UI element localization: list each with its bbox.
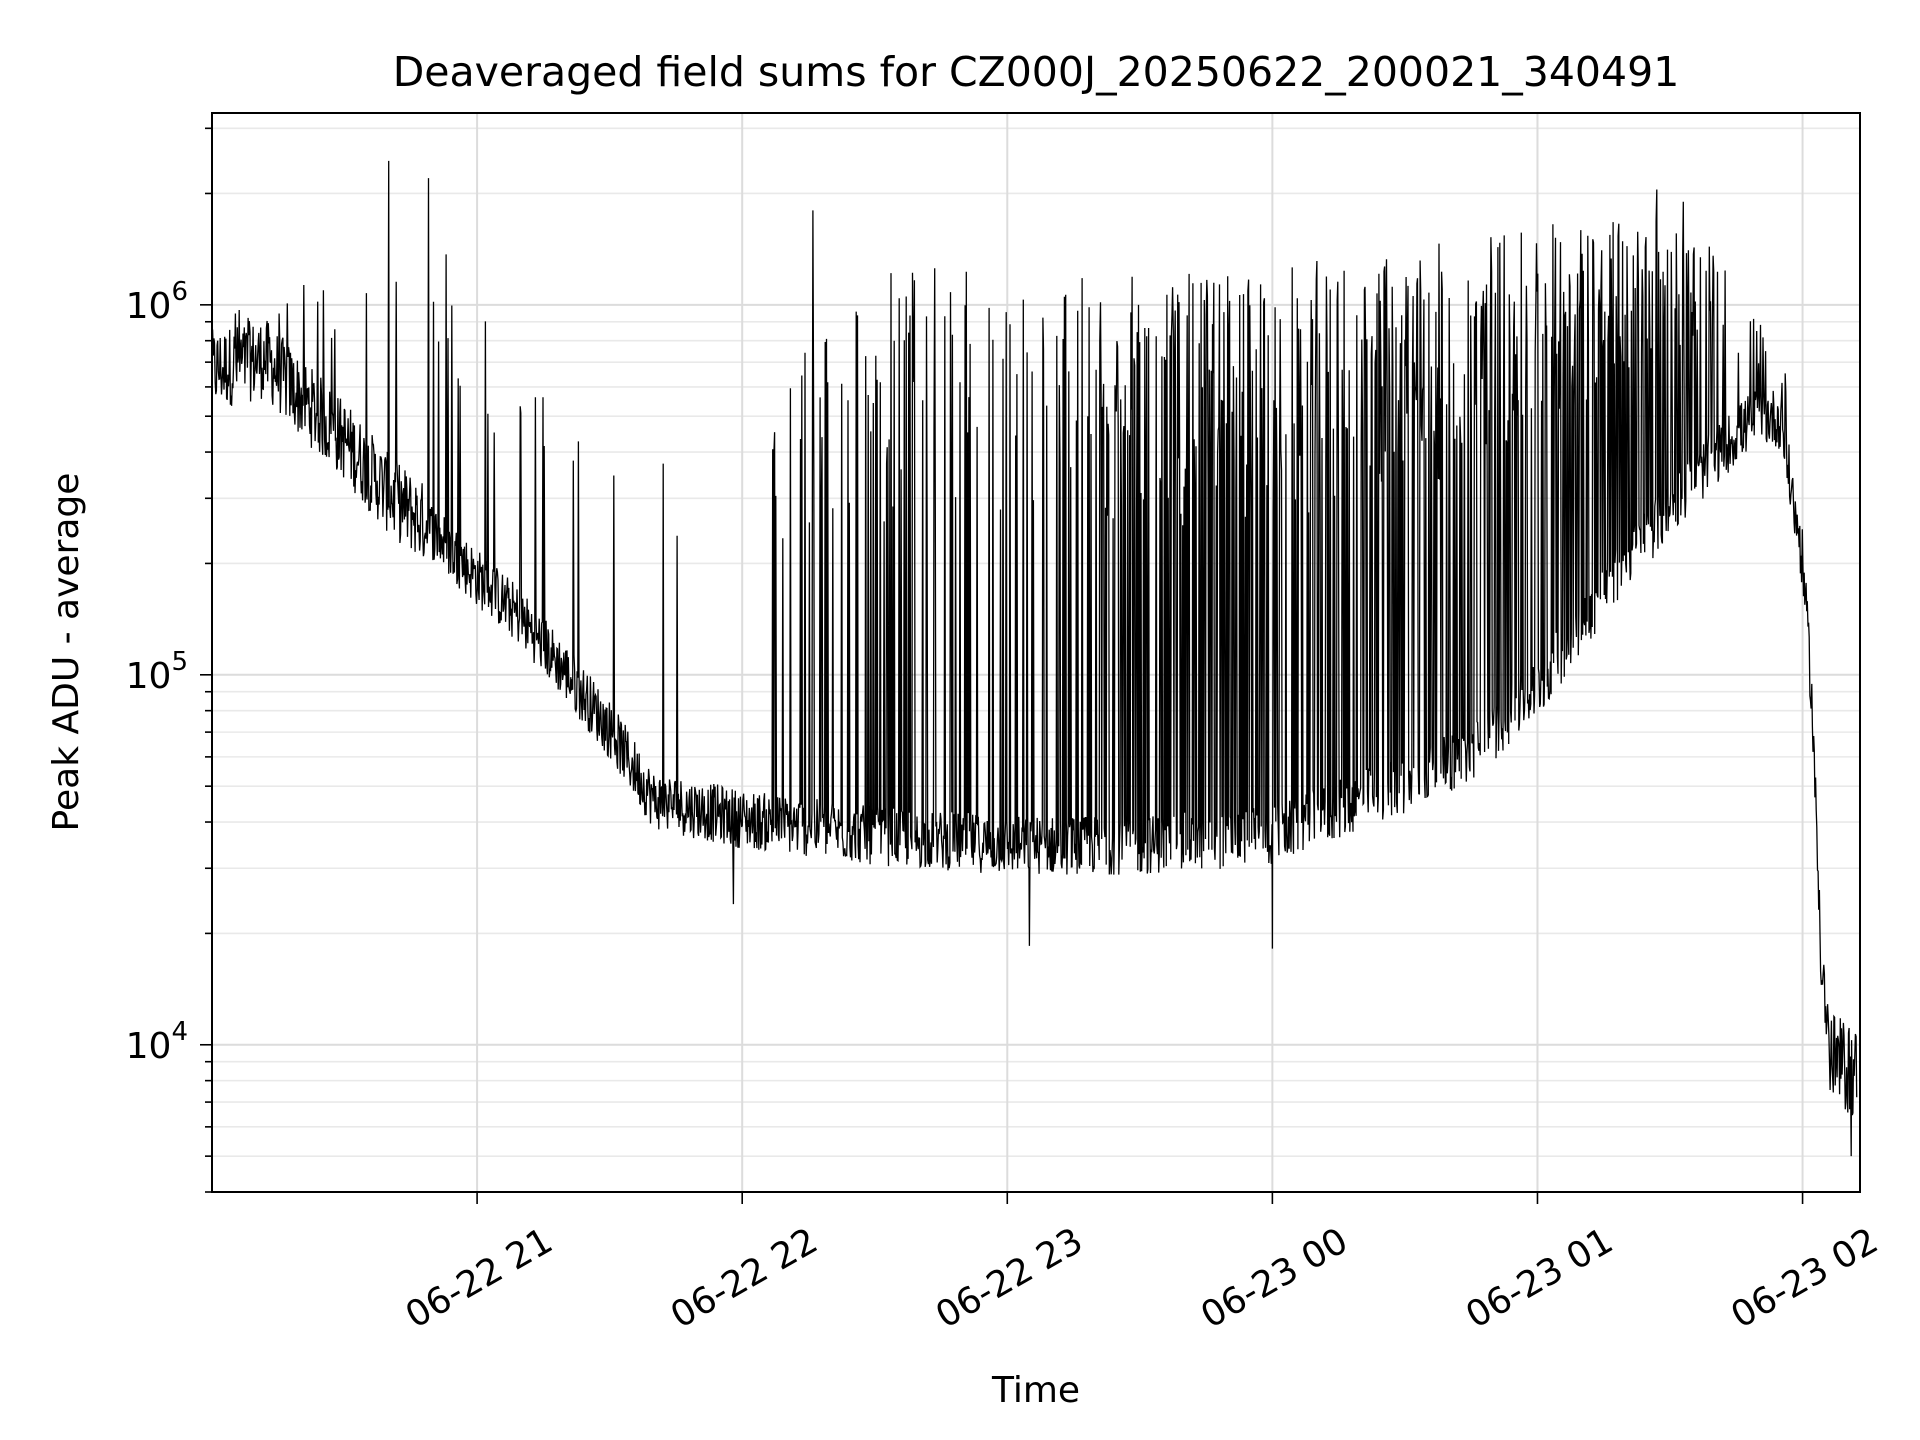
y-tick-label-exponent: 4 <box>171 1017 188 1047</box>
y-tick-label-base: 10 <box>126 656 172 697</box>
y-tick-label: 104 <box>126 1017 188 1067</box>
chart-title: Deaveraged field sums for CZ000J_2025062… <box>393 48 1680 96</box>
y-tick-label: 106 <box>126 277 188 327</box>
plot-frame <box>211 112 1861 1193</box>
y-tick-label-exponent: 5 <box>171 647 188 677</box>
x-axis-label: Time <box>991 1370 1080 1411</box>
y-tick-label-base: 10 <box>126 286 172 327</box>
y-tick-label-base: 10 <box>126 1026 172 1067</box>
series-layer <box>211 160 1858 1157</box>
y-tick-label-exponent: 6 <box>171 277 188 307</box>
y-tick-label: 105 <box>126 647 188 697</box>
series-line <box>211 160 1858 1157</box>
y-axis-label: Peak ADU - average <box>46 473 87 832</box>
grid <box>212 113 1860 1193</box>
